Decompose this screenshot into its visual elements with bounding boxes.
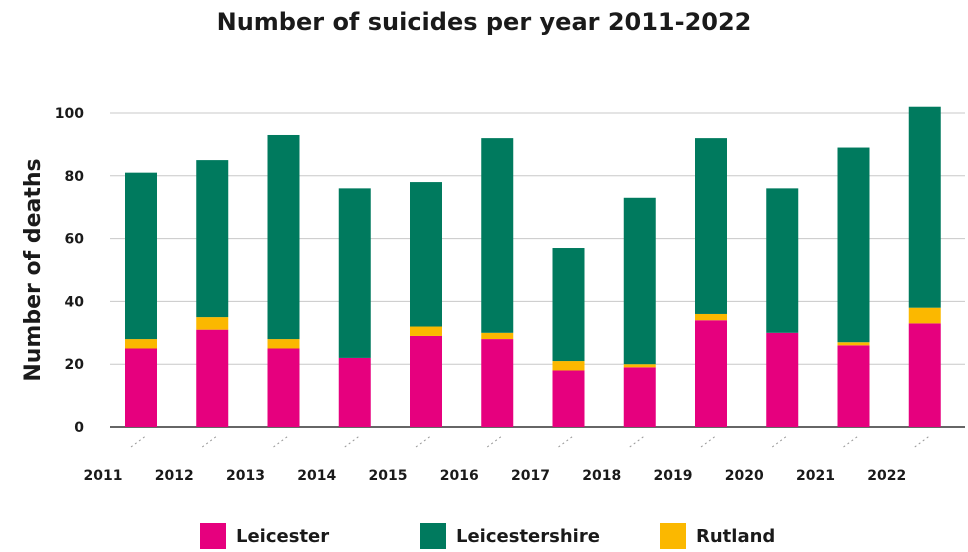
y-tick-label: 0 [74, 420, 84, 436]
bar-leicester-2017 [552, 370, 585, 427]
bar-rutland-2022 [908, 307, 941, 324]
y-tick-label: 100 [55, 106, 84, 122]
bar-leicester-2018 [623, 367, 656, 427]
legend-item-leicester: Leicester [200, 523, 329, 549]
x-tick-label-2014: 2014 [297, 468, 336, 484]
bar-leicestershire-2012 [196, 160, 229, 318]
legend-item-rutland: Rutland [660, 523, 775, 549]
x-tick-label-2011: 2011 [84, 468, 123, 484]
y-tick-label: 40 [65, 294, 85, 310]
bar-leicester-2013 [267, 348, 300, 427]
bar-leicester-2015 [410, 335, 442, 427]
chart-title: Number of suicides per year 2011-2022 [216, 8, 752, 36]
bar-leicestershire-2020 [766, 188, 799, 333]
x-tick-mark [130, 434, 148, 448]
bar-rutland-2012 [196, 317, 229, 330]
bar-leicestershire-2016 [481, 138, 514, 333]
x-tick-mark [771, 434, 789, 448]
legend-swatch-leicestershire [420, 523, 446, 549]
legend-item-leicestershire: Leicestershire [420, 523, 600, 549]
bar-rutland-2011 [125, 339, 157, 349]
bar-leicestershire-2019 [695, 138, 727, 314]
bar-leicester-2012 [196, 329, 229, 427]
x-tick-label-2022: 2022 [867, 468, 906, 484]
y-axis-title: Number of deaths [21, 158, 46, 381]
x-tick-label-2015: 2015 [369, 468, 408, 484]
bar-leicester-2021 [837, 345, 870, 427]
x-tick-mark [273, 434, 290, 448]
legend-label-leicestershire: Leicestershire [456, 525, 600, 547]
x-tick-label-2012: 2012 [155, 468, 194, 484]
legend-label-leicester: Leicester [236, 525, 330, 547]
x-tick-mark [629, 434, 647, 448]
bar-leicestershire-2015 [410, 182, 442, 327]
x-tick-mark [486, 434, 504, 448]
legend: Leicester Leicestershire Rutland [0, 523, 968, 551]
bar-rutland-2015 [410, 326, 442, 336]
x-tick-mark [914, 434, 932, 448]
y-tick-labels: 0 20 40 60 80 100 [55, 106, 84, 436]
bar-leicestershire-2018 [623, 197, 656, 365]
bar-rutland-2021 [837, 342, 870, 346]
bar-rutland-2019 [695, 313, 727, 321]
x-tick-mark [558, 434, 575, 448]
x-tick-label-2013: 2013 [226, 468, 265, 484]
bar-leicestershire-2017 [552, 248, 585, 362]
bar-rutland-2016 [481, 332, 514, 340]
x-tick-label-2016: 2016 [440, 468, 479, 484]
x-tick-mark [344, 434, 362, 448]
bar-leicestershire-2011 [125, 172, 157, 340]
x-tick-label-2019: 2019 [654, 468, 693, 484]
bar-leicester-2019 [695, 320, 727, 427]
y-tick-label: 20 [65, 357, 85, 373]
bar-leicester-2022 [908, 323, 941, 427]
bar-leicester-2011 [125, 348, 157, 427]
legend-label-rutland: Rutland [696, 525, 776, 547]
x-tick-label-2020: 2020 [725, 468, 764, 484]
x-tick-labels: 2011 2012 2013 2014 2015 2016 2017 2018 2019 2020… [84, 434, 932, 484]
bar-leicester-2014 [338, 357, 371, 427]
bar-rutland-2017 [552, 361, 585, 371]
x-tick-label-2021: 2021 [796, 468, 835, 484]
x-tick-label-2017: 2017 [511, 468, 550, 484]
y-tick-label: 60 [65, 232, 85, 248]
bar-rutland-2018 [623, 364, 656, 368]
bar-leicestershire-2021 [837, 147, 870, 343]
bar-leicester-2020 [766, 332, 799, 427]
bar-leicestershire-2013 [267, 134, 300, 340]
x-tick-mark [843, 434, 860, 448]
y-tick-label: 80 [65, 169, 85, 185]
x-tick-label-2018: 2018 [582, 468, 621, 484]
legend-swatch-leicester [200, 523, 226, 549]
bar-leicestershire-2014 [338, 188, 371, 358]
x-tick-mark [201, 434, 219, 448]
gridlines [110, 112, 965, 428]
bar-rutland-2013 [267, 339, 300, 349]
bars [125, 106, 941, 427]
legend-swatch-rutland [660, 523, 686, 549]
x-tick-mark [700, 434, 718, 448]
bar-leicestershire-2022 [908, 106, 941, 308]
x-tick-mark [415, 434, 433, 448]
bar-leicester-2016 [481, 339, 514, 427]
